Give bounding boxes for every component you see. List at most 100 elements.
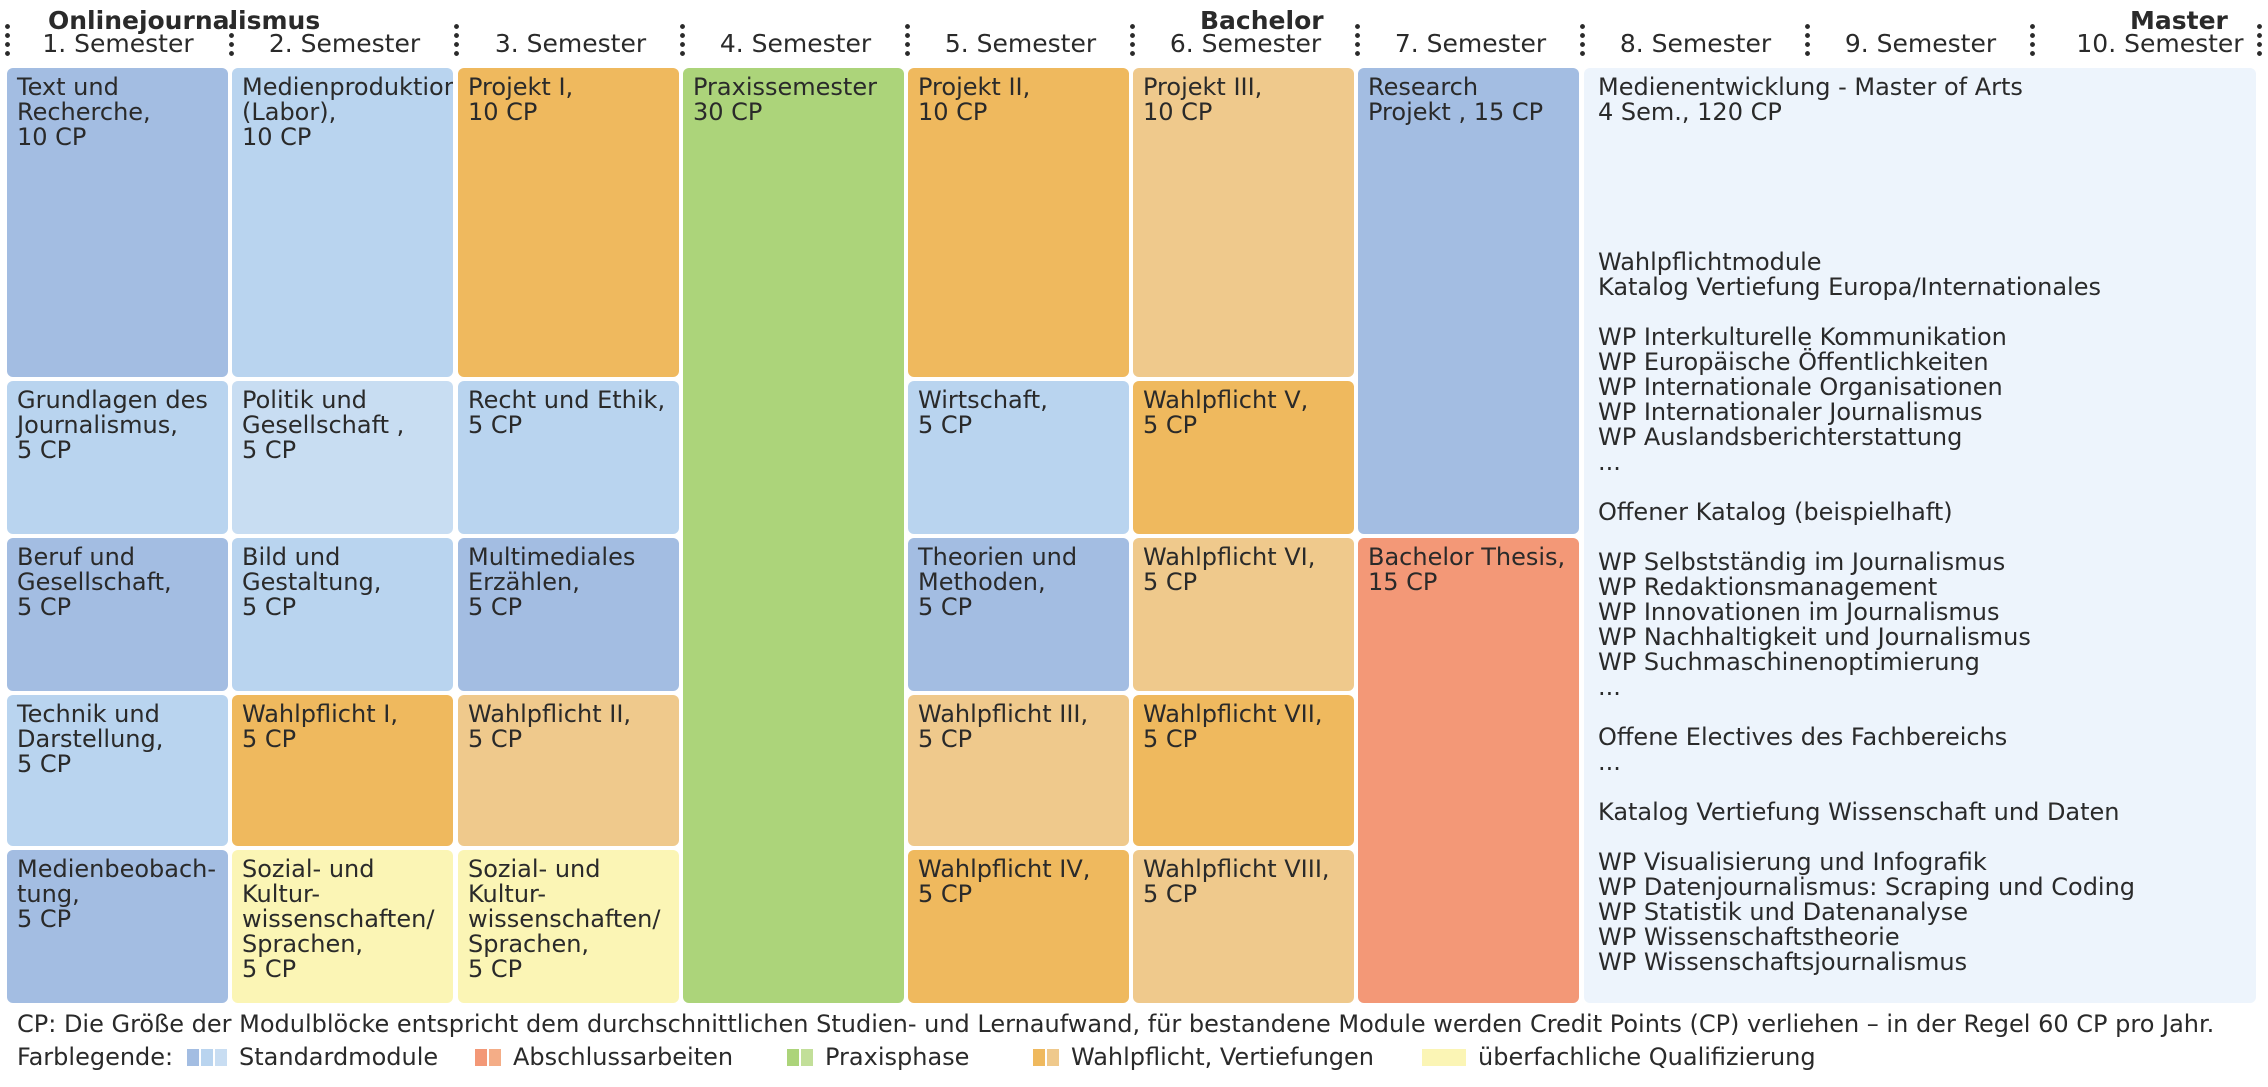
semester-header-4: 4. Semester [719,29,872,58]
module-wahlpflicht-3: Wahlpflicht III, 5 CP [908,695,1129,846]
master-panel-line: WP Suchmaschinenoptimierung [1598,648,1980,676]
module-wahlpflicht-7: Wahlpflicht VII, 5 CP [1133,695,1354,846]
legend-item: überfachliche Qualifizierung [1422,1043,1816,1071]
column-separator [680,22,685,58]
column-separator [1130,22,1135,58]
column-separator [2030,22,2035,58]
legend-swatch [1422,1048,1466,1066]
module-beruf-gesellschaft: Beruf und Gesellschaft, 5 CP [7,538,228,691]
master-panel-line: Katalog Vertiefung Wissenschaft und Date… [1598,798,2120,826]
master-panel-line [1598,200,2242,225]
master-panel-line [1598,825,2242,850]
master-panel-line: WP Visualisierung und Infografik [1598,848,1987,876]
legend-swatch [1047,1048,1059,1066]
master-panel-line: WP Auslandsberichterstattung [1598,423,1963,451]
module-sozial-kulturwissenschaften-sem3: Sozial- und Kultur- wissenschaften/ Spra… [458,850,679,1003]
master-panel-line: WP Redaktionsmanagement [1598,573,1938,601]
column-separator [1355,22,1360,58]
legend-swatch [1033,1048,1045,1066]
legend-swatch [187,1048,199,1066]
module-theorien-methoden: Theorien und Methoden, 5 CP [908,538,1129,691]
master-panel-line: WP Internationaler Journalismus [1598,398,1983,426]
module-recht-ethik: Recht und Ethik, 5 CP [458,381,679,534]
module-grundlagen-journalismus: Grundlagen des Journalismus, 5 CP [7,381,228,534]
column-separator [905,22,910,58]
legend-swatch [801,1048,813,1066]
legend-label: Abschlussarbeiten [513,1043,734,1071]
master-panel-line: ... [1598,673,1621,701]
legend-item: Standardmodule [187,1043,438,1071]
master-panel-line: Medienentwicklung - Master of Arts [1598,73,2023,101]
semester-header-9: 9. Semester [1844,29,1997,58]
column-separator [5,22,10,58]
master-panel-line: WP Nachhaltigkeit und Journalismus [1598,623,2031,651]
master-panel-line [1598,475,2242,500]
column-separator [1805,22,1810,58]
module-wahlpflicht-8: Wahlpflicht VIII, 5 CP [1133,850,1354,1003]
master-panel-line [1598,525,2242,550]
master-panel-line: ... [1598,748,1621,776]
legend-label: überfachliche Qualifizierung [1478,1043,1816,1071]
module-wahlpflicht-1: Wahlpflicht I, 5 CP [232,695,453,846]
master-panel-line [1598,225,2242,250]
column-separator [1580,22,1585,58]
master-panel-line: WP Innovationen im Journalismus [1598,598,2000,626]
master-panel-line: WP Selbstständig im Journalismus [1598,548,2006,576]
master-panel-line: Wahlpflichtmodule [1598,248,1822,276]
module-projekt-2: Projekt II, 10 CP [908,68,1129,377]
legend-swatch [475,1048,487,1066]
module-medienbeobachtung: Medienbeobach- tung, 5 CP [7,850,228,1003]
semester-header-8: 8. Semester [1619,29,1772,58]
module-wahlpflicht-5: Wahlpflicht V, 5 CP [1133,381,1354,534]
module-bild-gestaltung: Bild und Gestaltung, 5 CP [232,538,453,691]
legend-swatch [787,1048,799,1066]
semester-header-6: 6. Semester [1169,29,1322,58]
master-panel-line [1598,125,2242,150]
master-panel-line: Katalog Vertiefung Europa/Internationale… [1598,273,2101,301]
column-separator [229,22,234,58]
legend-label: Praxisphase [825,1043,970,1071]
master-panel-line: Offene Electives des Fachbereichs [1598,723,2008,751]
module-praxissemester: Praxissemester 30 CP [683,68,904,1003]
master-panel-line [1598,300,2242,325]
module-bachelor-thesis: Bachelor Thesis, 15 CP [1358,538,1579,1003]
semester-header-10: 10. Semester [2076,29,2244,58]
legend-swatch [215,1048,227,1066]
semester-header-2: 2. Semester [268,29,421,58]
module-wahlpflicht-4: Wahlpflicht IV, 5 CP [908,850,1129,1003]
legend-swatch [201,1048,213,1066]
master-panel-line: WP Statistik und Datenanalyse [1598,898,1968,926]
master-panel-line: WP Internationale Organisationen [1598,373,2003,401]
legend-item: Praxisphase [787,1043,969,1071]
cp-footnote: CP: Die Größe der Modulblöcke entspricht… [17,1010,2215,1038]
master-panel-line: WP Europäische Öffentlichkeiten [1598,348,1989,376]
program-label-master: Master [2130,6,2228,35]
module-multimediales-erzaehlen: Multimediales Erzählen, 5 CP [458,538,679,691]
legend-swatch [489,1048,501,1066]
legend-label: Standardmodule [239,1043,439,1071]
module-wirtschaft: Wirtschaft, 5 CP [908,381,1129,534]
legend-item: Wahlpflicht, Vertiefungen [1033,1043,1374,1071]
semester-header-7: 7. Semester [1394,29,1547,58]
column-separator [454,22,459,58]
module-projekt-1: Projekt I, 10 CP [458,68,679,377]
master-panel-line: WP Datenjournalismus: Scraping und Codin… [1598,873,2136,901]
program-label-onlinejournalismus: Onlinejournalismus [48,6,321,35]
semester-header-1: 1. Semester [42,29,194,58]
legend-item: Abschlussarbeiten [475,1043,733,1071]
module-medienproduktion: Medienproduktion (Labor), 10 CP [232,68,453,377]
master-panel-line: ... [1598,448,1621,476]
module-research-projekt: Research Projekt , 15 CP [1358,68,1579,534]
program-label-bachelor: Bachelor [1200,6,1324,35]
legend-label: Wahlpflicht, Vertiefungen [1071,1043,1374,1071]
master-panel-line [1598,775,2242,800]
module-sozial-kulturwissenschaften-sem2: Sozial- und Kultur- wissenschaften/ Spra… [232,850,453,1003]
master-panel-line [1598,150,2242,175]
module-politik-gesellschaft: Politik und Gesellschaft , 5 CP [232,381,453,534]
master-panel-line: WP Interkulturelle Kommunikation [1598,323,2007,351]
column-separator [2257,22,2262,58]
semester-header-5: 5. Semester [944,29,1097,58]
master-panel-line [1598,175,2242,200]
master-panel-line: 4 Sem., 120 CP [1598,98,1782,126]
semester-header-3: 3. Semester [494,29,647,58]
